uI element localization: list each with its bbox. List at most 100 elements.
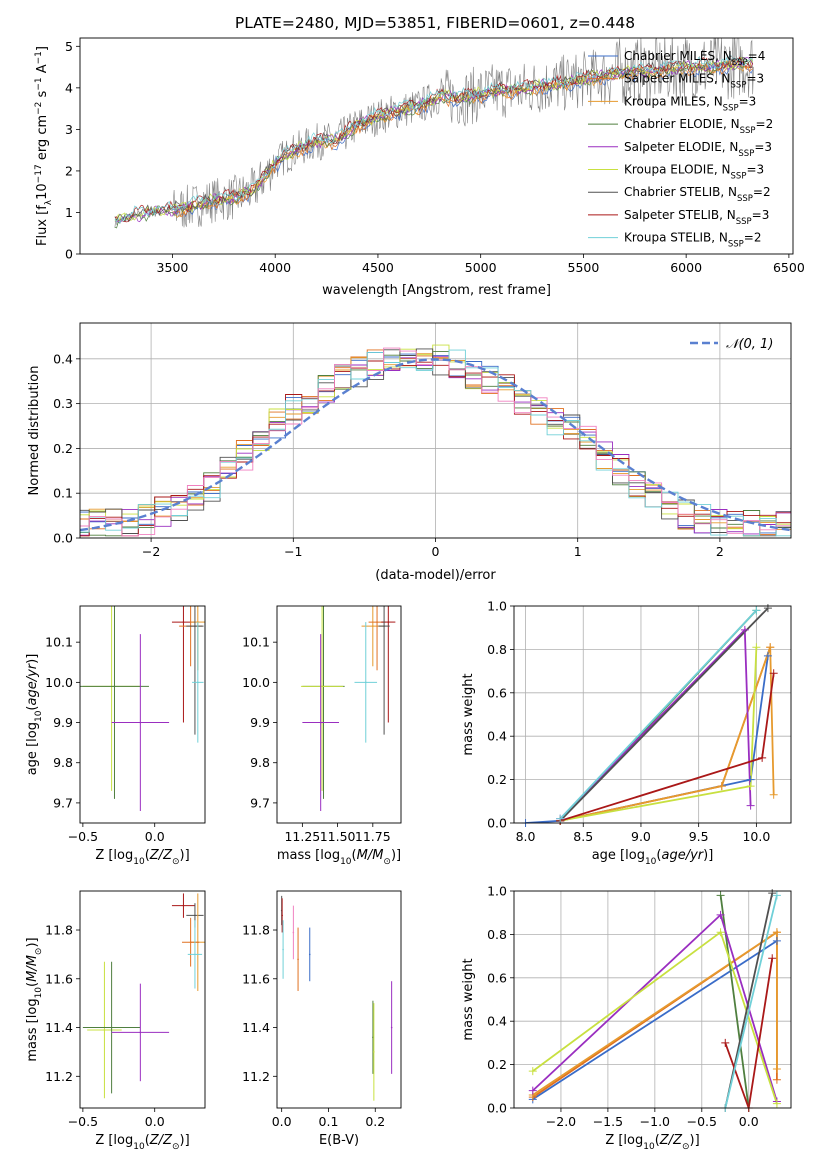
legend-sub: SSP: [723, 103, 739, 113]
legend-entry: Kroupa STELIB, NSSP=2: [624, 231, 762, 250]
data-point: [372, 1036, 374, 1039]
legend-entry: 𝒩(0, 1): [726, 337, 773, 352]
label-part: ⊙: [383, 857, 391, 867]
label-part: 10: [133, 857, 145, 867]
legend-eq: =: [746, 72, 756, 86]
legend-label: Chabrier STELIB: [624, 185, 720, 199]
legend-label: Kroupa MILES: [624, 94, 706, 108]
legend-eq: =: [744, 231, 754, 245]
label-part: Z/Z: [659, 1133, 683, 1148]
label-part: age/yr: [661, 848, 704, 863]
weight-line-salpeter-stelib: [724, 958, 774, 1108]
legend-label: Salpeter MILES: [624, 72, 714, 86]
label-part: erg cm: [35, 115, 50, 164]
legend-sub: SSP: [738, 149, 754, 159]
label-part: 10: [34, 710, 44, 722]
legend-label: Salpeter STELIB: [624, 208, 719, 222]
label-part: (: [145, 1133, 150, 1148]
label-part: M/M: [357, 848, 384, 863]
y-tick-label: 0.4: [53, 351, 73, 366]
label-part: 10: [133, 1142, 145, 1152]
model-line-salpeter-elodie: [114, 57, 754, 223]
plus-marker: [752, 606, 761, 615]
data-point: [103, 1029, 106, 1031]
label-part: )]: [690, 1133, 700, 1148]
x-tick-label: 9.0: [631, 829, 651, 844]
y-tick-label: 10.0: [45, 675, 73, 690]
plus-marker: [528, 1086, 537, 1095]
x-tick-label: −0.5: [68, 829, 98, 844]
y-tick-label: 9.9: [250, 715, 270, 730]
data-point: [189, 941, 192, 944]
normal-curve: [80, 358, 791, 532]
data-point: [292, 931, 295, 934]
y-tick-label: 0.2: [487, 1057, 507, 1072]
data-point: [182, 904, 185, 907]
x-axis-label: E(B-V): [319, 1133, 359, 1148]
x-tick-label: 10.0: [742, 829, 770, 844]
legend-entry: Salpeter ELODIE, NSSP=3: [624, 140, 772, 159]
data-point: [139, 721, 142, 724]
data-point: [110, 1026, 113, 1029]
label-part: )]: [703, 848, 713, 863]
label-part: age [log: [25, 722, 40, 775]
weight-line-salpeter-miles: [560, 646, 772, 822]
legend-n: 2: [754, 231, 762, 245]
label-part: M/M: [25, 955, 40, 982]
label-part: (: [655, 1133, 660, 1148]
plot-area: [514, 606, 791, 823]
label-part: (: [25, 982, 40, 987]
y-tick-label: 11.6: [45, 971, 73, 986]
label-part: Z/Z: [149, 1133, 173, 1148]
legend-label: Chabrier ELODIE: [624, 117, 723, 131]
weight-line-chabrier-stelib: [559, 607, 769, 822]
legend-eq: =: [752, 208, 762, 222]
plot-area: [514, 891, 791, 1108]
y-axis-label: mass weight: [461, 958, 476, 1040]
plot-area: [280, 895, 393, 1101]
x-tick-label: 4000: [259, 260, 291, 275]
plus-marker: [772, 936, 781, 945]
legend-entry: Chabrier ELODIE, NSSP=2: [624, 117, 773, 136]
data-point: [281, 914, 283, 917]
y-tick-label: 0.0: [487, 1101, 507, 1116]
legend-n: 3: [757, 72, 765, 86]
plus-marker: [716, 910, 725, 919]
plot-area: [300, 606, 396, 811]
y-tick-label: 2: [65, 163, 73, 178]
y-tick-label: 0: [65, 247, 73, 262]
y-tick-label: 11.8: [45, 923, 73, 938]
y-tick-label: 11.4: [45, 1020, 73, 1035]
x-tick-label: −0.5: [68, 1114, 98, 1129]
label-part: )]: [25, 654, 40, 664]
label-part: Z/Z: [149, 848, 173, 863]
x-tick-label: −1: [284, 544, 302, 559]
data-point: [282, 948, 284, 951]
data-point: [194, 953, 196, 956]
x-tick-label: −2: [142, 544, 160, 559]
axes-frame: [79, 37, 794, 255]
label-part: Z [log: [605, 1133, 643, 1148]
plus-marker: [768, 954, 777, 963]
x-tick-label: 6000: [670, 260, 702, 275]
label-part: Z [log: [95, 1133, 133, 1148]
legend-label: Chabrier MILES: [624, 49, 715, 63]
y-tick-label: 11.4: [242, 1020, 270, 1035]
legend-sub: SSP: [740, 126, 756, 136]
figure-title: PLATE=2480, MJD=53851, FIBERID=0601, z=0…: [235, 14, 635, 32]
plus-marker: [758, 753, 767, 762]
plus-marker: [717, 782, 726, 791]
x-tick-label: 5500: [568, 260, 600, 275]
data-point: [194, 625, 196, 627]
y-tick-label: 10.1: [45, 635, 73, 650]
y-tick-label: 0.3: [53, 396, 73, 411]
legend-n-prefix: , N: [714, 163, 731, 177]
data-point: [390, 1026, 393, 1029]
y-tick-label: 0.4: [487, 1014, 507, 1029]
label-part: 10: [340, 857, 352, 867]
plus-marker: [772, 928, 781, 937]
label-part: ]: [35, 46, 50, 51]
label-part: Flux [f: [35, 205, 50, 246]
y-axis-label: Normed distribution: [27, 366, 42, 496]
